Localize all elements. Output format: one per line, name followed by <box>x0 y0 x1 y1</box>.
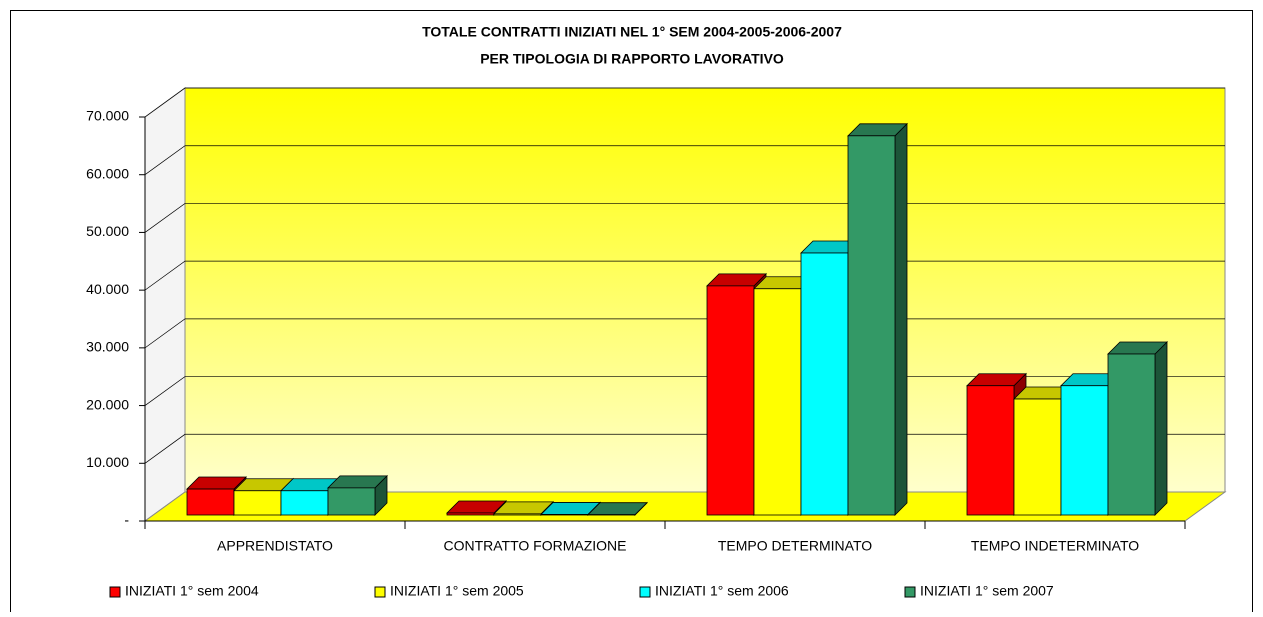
bar <box>234 491 281 515</box>
x-tick-label: TEMPO INDETERMINATO <box>971 538 1139 554</box>
y-tick-label: 20.000 <box>86 396 129 412</box>
legend-swatch <box>905 587 915 597</box>
bar-side <box>895 124 907 515</box>
bar <box>801 253 848 515</box>
bar <box>1108 354 1155 515</box>
bar <box>541 514 588 515</box>
y-tick-label: 50.000 <box>86 223 129 239</box>
bar <box>1061 386 1108 515</box>
chart-subtitle: PER TIPOLOGIA DI RAPPORTO LAVORATIVO <box>480 51 784 67</box>
legend-label: INIZIATI 1° sem 2006 <box>655 583 789 599</box>
legend-swatch <box>640 587 650 597</box>
bar <box>967 386 1014 515</box>
bar <box>707 286 754 515</box>
legend-swatch <box>375 587 385 597</box>
bar <box>754 289 801 515</box>
y-tick-label: 10.000 <box>86 454 129 470</box>
y-tick-label: 40.000 <box>86 281 129 297</box>
legend-label: INIZIATI 1° sem 2004 <box>125 583 259 599</box>
y-tick-label: 60.000 <box>86 165 129 181</box>
x-tick-label: TEMPO DETERMINATO <box>718 538 872 554</box>
x-tick-label: APPRENDISTATO <box>217 538 333 554</box>
x-tick-label: CONTRATTO FORMAZIONE <box>443 538 626 554</box>
bar <box>281 491 328 515</box>
legend-label: INIZIATI 1° sem 2007 <box>920 583 1054 599</box>
y-tick-label: 30.000 <box>86 339 129 355</box>
bar <box>187 489 234 515</box>
bar <box>1014 399 1061 515</box>
bar <box>447 513 494 515</box>
bar <box>328 488 375 515</box>
legend-label: INIZIATI 1° sem 2005 <box>390 583 524 599</box>
y-tick-label: 70.000 <box>86 108 129 124</box>
bar-side <box>1155 342 1167 515</box>
y-tick-label: - <box>124 512 129 528</box>
legend-swatch <box>110 587 120 597</box>
bar <box>494 514 541 515</box>
chart-title: TOTALE CONTRATTI INIZIATI NEL 1° SEM 200… <box>422 24 842 40</box>
bar <box>848 136 895 515</box>
side-wall <box>145 88 185 521</box>
